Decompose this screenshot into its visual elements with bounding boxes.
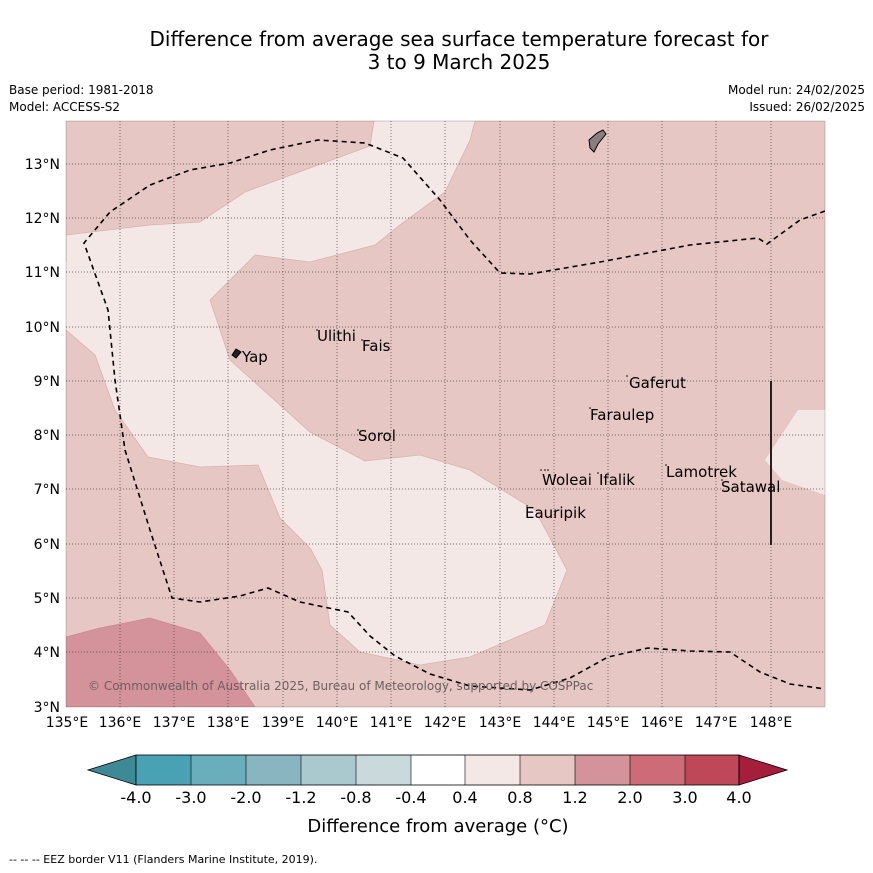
colorbar-label: Difference from average (°C) <box>307 816 568 837</box>
model-name: Model: ACCESS-S2 <box>9 100 121 114</box>
lat-label: 3°N <box>34 700 60 716</box>
place-label-sorol: Sorol <box>358 427 396 445</box>
lon-label: 137°E <box>153 715 196 731</box>
lon-label: 145°E <box>587 715 630 731</box>
lon-label: 141°E <box>370 715 413 731</box>
place-label-eauripik: Eauripik <box>525 504 586 522</box>
meta-right: Model run: 24/02/2025 Issued: 26/02/2025 <box>728 82 865 116</box>
colorbar-tick: 4.0 <box>726 788 751 807</box>
colorbar-swatch <box>411 755 465 785</box>
lon-label: 138°E <box>207 715 250 731</box>
lat-label: 5°N <box>34 591 60 607</box>
graticule <box>66 121 825 707</box>
lon-label: 140°E <box>316 715 359 731</box>
colorbar-swatch <box>465 755 520 785</box>
lat-label: 9°N <box>34 374 60 390</box>
place-label-satawal: Satawal <box>721 478 780 496</box>
colorbar-tick: -0.4 <box>395 788 426 807</box>
lon-label: 146°E <box>641 715 684 731</box>
colorbar-swatch <box>575 755 630 785</box>
colorbar <box>86 754 789 786</box>
colorbar-swatch <box>685 755 739 785</box>
lon-label: 136°E <box>99 715 142 731</box>
title-line-1: Difference from average sea surface temp… <box>149 27 769 51</box>
lon-label: 144°E <box>533 715 576 731</box>
map-title: Difference from average sea surface temp… <box>0 28 873 74</box>
lat-label: 6°N <box>34 537 60 553</box>
colorbar-tick: -2.0 <box>230 788 261 807</box>
colorbar-tick: 3.0 <box>672 788 697 807</box>
colorbar-tick: 2.0 <box>617 788 642 807</box>
yap-island <box>231 348 242 359</box>
issued-date: Issued: 26/02/2025 <box>749 100 865 114</box>
lat-label: 13°N <box>25 157 60 173</box>
anomaly-region-0.4-0.8 <box>66 121 567 665</box>
lon-label: 143°E <box>479 715 522 731</box>
eez-border <box>83 139 825 691</box>
anomaly-region-0.4-0.8-east <box>765 410 825 495</box>
place-label-ulithi: Ulithi <box>317 327 356 345</box>
base-period: Base period: 1981-2018 <box>9 83 154 97</box>
colorbar-swatch <box>136 755 191 785</box>
lon-label: 147°E <box>695 715 738 731</box>
lat-label: 8°N <box>34 428 60 444</box>
guam-island <box>588 129 607 153</box>
colorbar-swatch <box>246 755 301 785</box>
eez-footnote: -- -- -- EEZ border V11 (Flanders Marine… <box>9 853 318 866</box>
lat-label: 7°N <box>34 482 60 498</box>
lon-label: 148°E <box>750 715 793 731</box>
colorbar-tick: 0.4 <box>452 788 477 807</box>
lon-label: 139°E <box>262 715 305 731</box>
title-line-2: 3 to 9 March 2025 <box>367 50 551 74</box>
copyright-text: © Commonwealth of Australia 2025, Bureau… <box>88 679 593 693</box>
colorbar-tick: -4.0 <box>120 788 151 807</box>
lon-label: 135°E <box>46 715 89 731</box>
colorbar-tick: 0.8 <box>507 788 532 807</box>
lat-label: 4°N <box>34 645 60 661</box>
place-label-gaferut: Gaferut <box>629 374 686 392</box>
atoll-dots <box>316 329 723 507</box>
place-label-fais: Fais <box>362 337 391 355</box>
colorbar-swatch <box>301 755 356 785</box>
colorbar-swatch <box>191 755 246 785</box>
colorbar-low-extend <box>86 754 137 786</box>
place-label-faraulep: Faraulep <box>590 406 654 424</box>
colorbar-swatch <box>356 755 411 785</box>
place-label-woleai: Woleai <box>542 471 592 489</box>
place-label-ifalik: Ifalik <box>599 471 635 489</box>
colorbar-tick: -1.2 <box>285 788 316 807</box>
lat-label: 10°N <box>25 320 60 336</box>
place-label-yap: Yap <box>241 348 268 366</box>
meta-left: Base period: 1981-2018 Model: ACCESS-S2 <box>9 82 154 116</box>
model-run: Model run: 24/02/2025 <box>727 83 865 97</box>
map-frame <box>65 120 826 708</box>
colorbar-tick: 1.2 <box>562 788 587 807</box>
colorbar-tick: -0.8 <box>340 788 371 807</box>
lat-label: 11°N <box>25 265 60 281</box>
place-label-lamotrek: Lamotrek <box>666 463 737 481</box>
lat-label: 12°N <box>25 211 60 227</box>
colorbar-tick: -3.0 <box>175 788 206 807</box>
anomaly-region-1.2-2.0 <box>66 618 255 707</box>
colorbar-high-extend <box>738 754 789 786</box>
lon-label: 142°E <box>424 715 467 731</box>
colorbar-swatch <box>520 755 575 785</box>
colorbar-swatch <box>630 755 685 785</box>
